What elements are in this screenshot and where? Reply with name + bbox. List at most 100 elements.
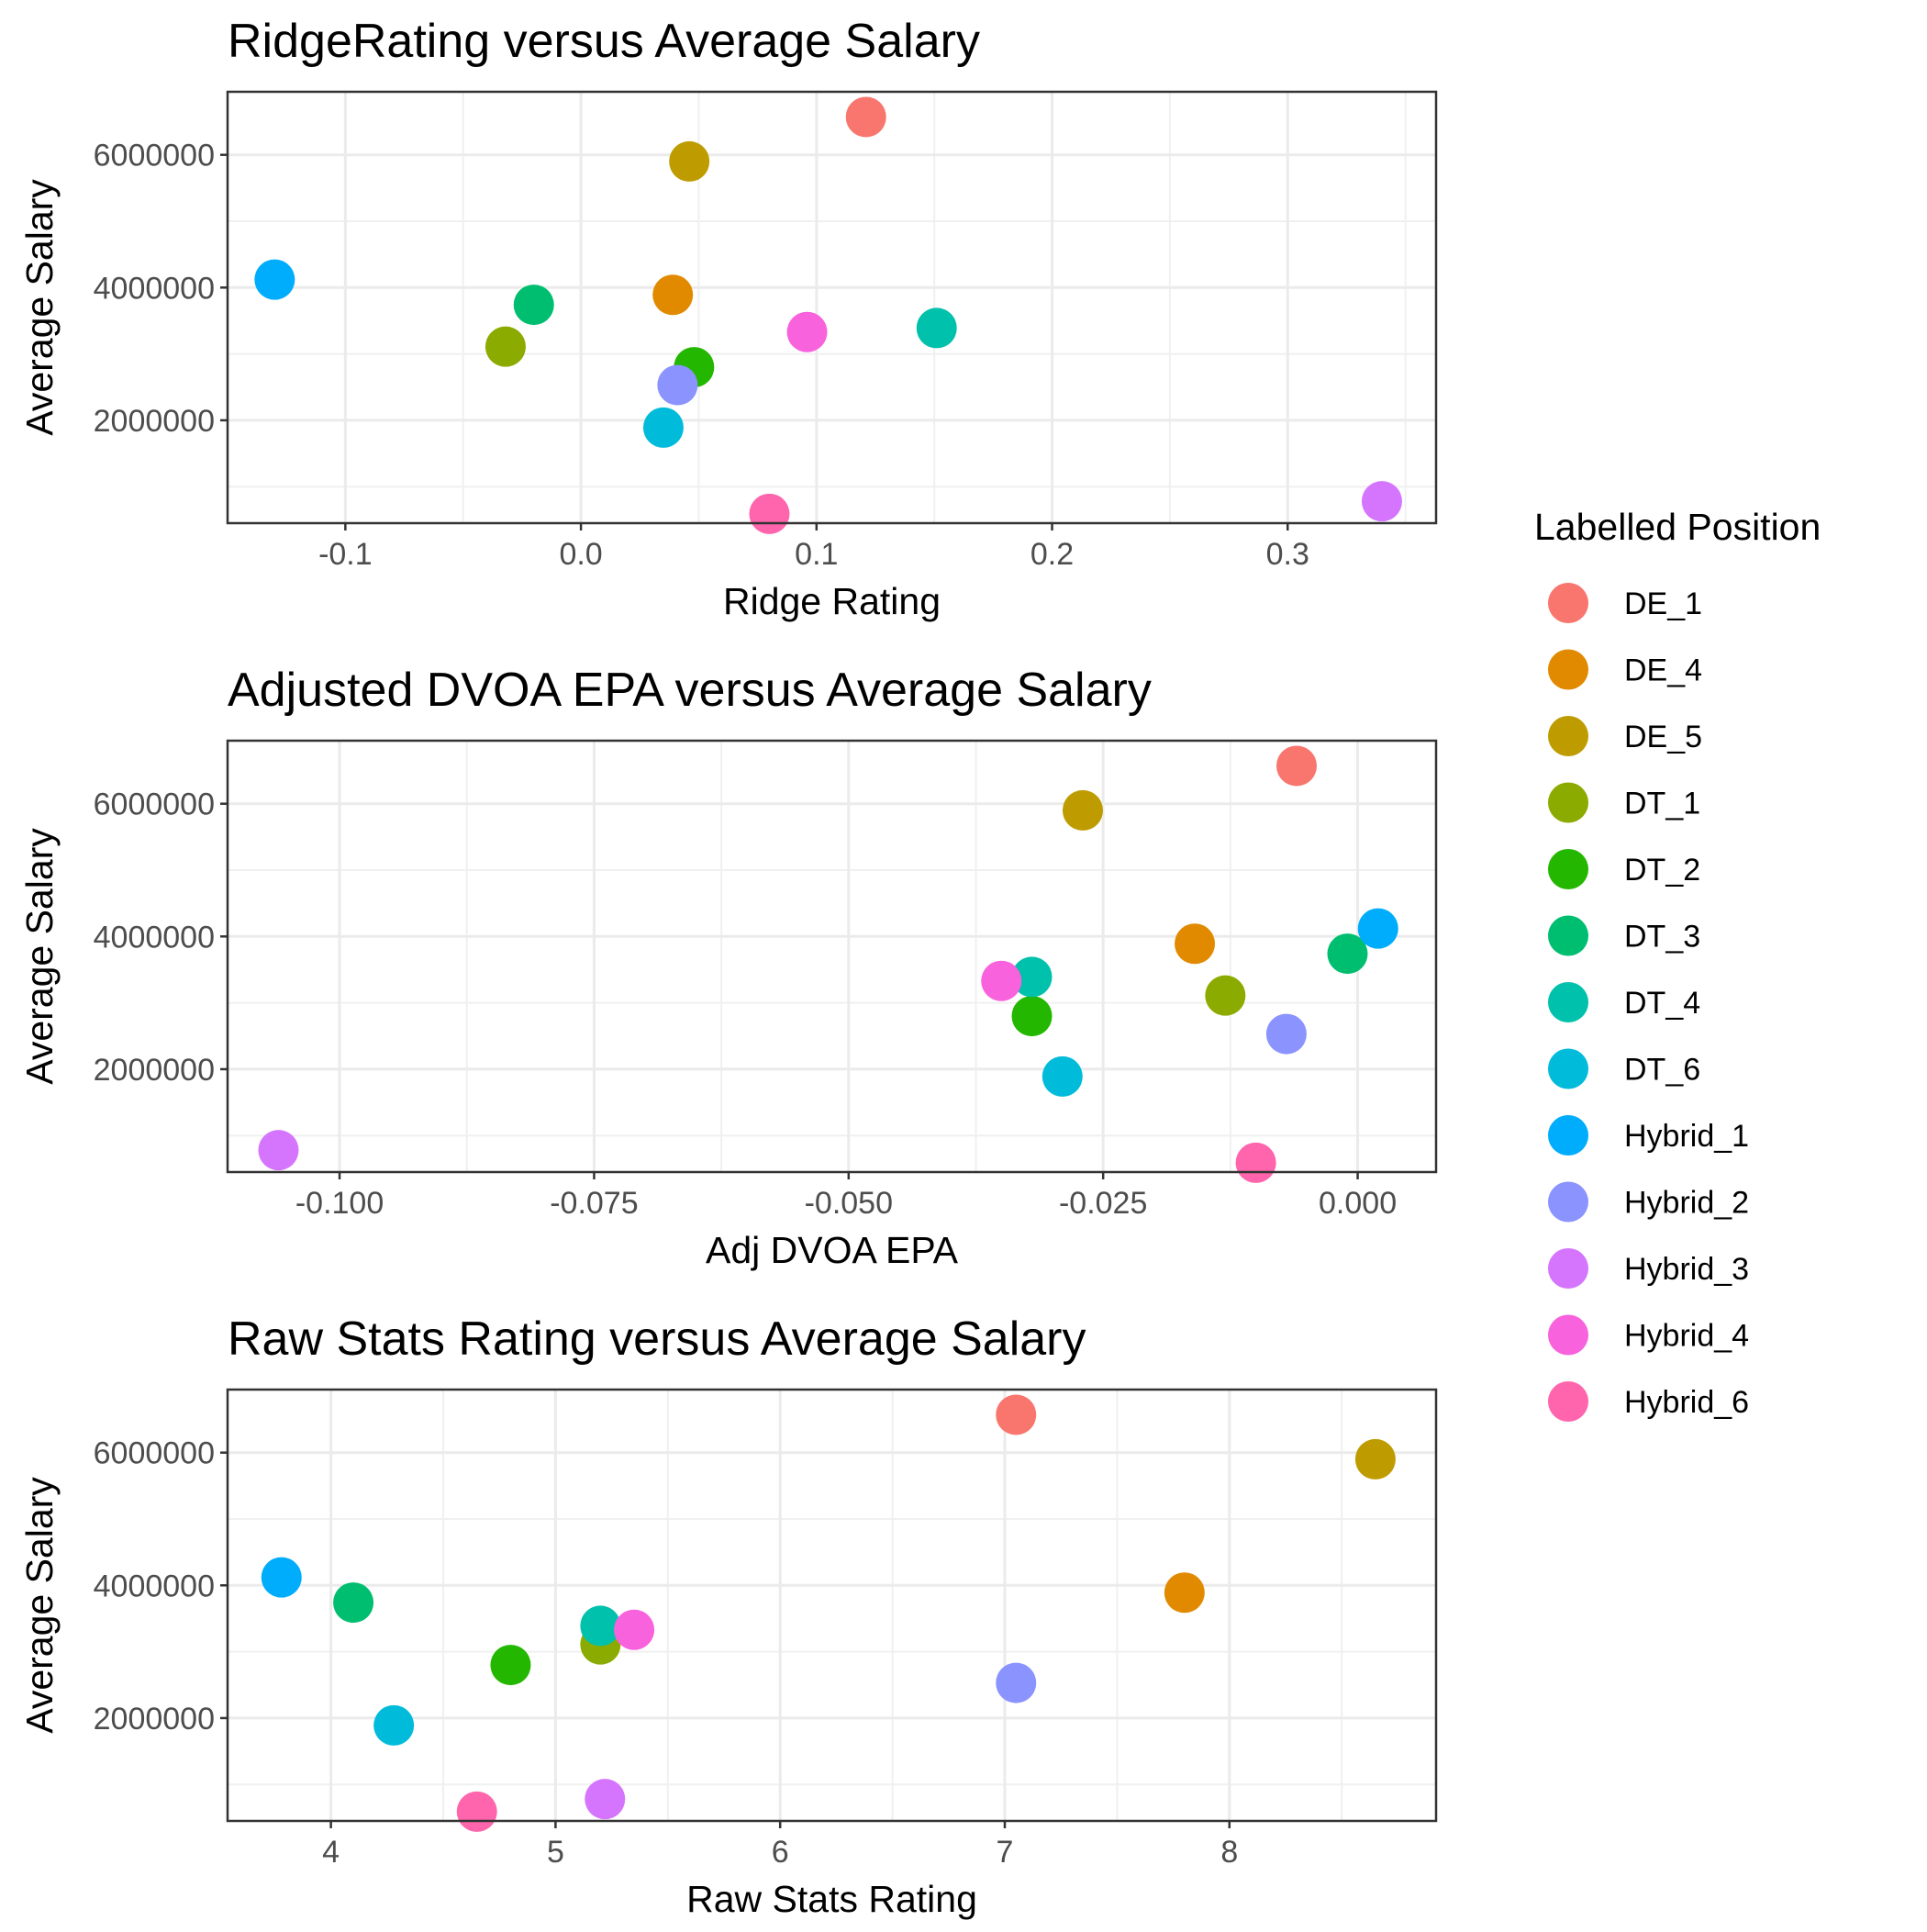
x-tick-label: 0.2 [1030, 537, 1074, 572]
legend-key [1548, 782, 1588, 823]
legend-label: DT_3 [1624, 920, 1700, 955]
data-point [996, 1662, 1037, 1703]
data-point [749, 493, 790, 534]
legend-label: DT_1 [1624, 787, 1700, 821]
legend-title: Labelled Position [1534, 506, 1821, 548]
data-point [456, 1791, 497, 1832]
plot-background [228, 741, 1436, 1172]
y-tick-label: 6000000 [94, 1436, 215, 1471]
plot-background [228, 92, 1436, 523]
data-point [1275, 745, 1317, 787]
x-tick-label: 4 [322, 1835, 340, 1870]
data-point [1235, 1142, 1276, 1183]
y-axis-label: Average Salary [18, 179, 61, 436]
data-point [254, 259, 295, 300]
legend-label: DE_1 [1624, 586, 1702, 621]
data-point [1265, 1013, 1307, 1055]
x-tick-label: -0.050 [805, 1186, 893, 1221]
x-tick-label: -0.025 [1059, 1186, 1147, 1221]
chart-panel-3: Raw Stats Rating versus Average Salary 4 5… [18, 1312, 1438, 1920]
legend-item: DE_5 [1548, 716, 1702, 756]
legend-item: DT_6 [1548, 1048, 1700, 1089]
legend-item: DT_1 [1548, 782, 1700, 823]
x-axis-label: Adj DVOA EPA [706, 1229, 959, 1271]
data-point [490, 1645, 531, 1686]
x-tick-label: 0.0 [559, 537, 602, 572]
legend-item: DT_4 [1548, 982, 1700, 1022]
legend-label: Hybrid_1 [1624, 1119, 1749, 1154]
y-tick-label: 2000000 [94, 404, 215, 439]
legend-key [1548, 849, 1588, 889]
legend-key [1548, 982, 1588, 1022]
legend-key [1548, 583, 1588, 623]
legend-item: DT_3 [1548, 915, 1700, 956]
y-tick-label: 6000000 [94, 787, 215, 822]
x-tick-label: 0.3 [1266, 537, 1309, 572]
legend: Labelled Position DE_1 DE_4 DE_5 DT_1 DT_2 DT_… [1534, 506, 1821, 1422]
data-point [333, 1582, 374, 1624]
chart-panel-2: Adjusted DVOA EPA versus Average Salary -… [18, 664, 1438, 1271]
chart-title: RidgeRating versus Average Salary [228, 15, 980, 68]
data-point [261, 1557, 302, 1598]
x-tick-label: 0.000 [1319, 1186, 1397, 1221]
y-axis-label: Average Salary [18, 828, 61, 1085]
x-tick-label: -0.100 [295, 1186, 384, 1221]
data-point [657, 364, 698, 406]
chart-panel-1: RidgeRating versus Average Salary -0.1 0.0… [18, 15, 1438, 622]
legend-item: DE_1 [1548, 583, 1702, 623]
x-tick-label: 7 [997, 1835, 1014, 1870]
x-tick-label: -0.075 [550, 1186, 638, 1221]
data-point [258, 1130, 299, 1171]
data-point [1011, 996, 1053, 1037]
legend-item: Hybrid_4 [1548, 1314, 1749, 1356]
x-tick-label: 8 [1220, 1835, 1238, 1870]
data-point [786, 311, 828, 352]
y-tick-label: 4000000 [94, 920, 215, 955]
y-tick-label: 6000000 [94, 139, 215, 173]
y-tick-label: 2000000 [94, 1702, 215, 1737]
data-point [1175, 923, 1216, 965]
data-point [845, 96, 886, 138]
legend-label: DT_4 [1624, 986, 1700, 1021]
legend-key [1548, 1048, 1588, 1089]
legend-key [1548, 915, 1588, 956]
data-point [1327, 933, 1368, 975]
legend-label: Hybrid_6 [1624, 1385, 1749, 1420]
y-tick-label: 4000000 [94, 271, 215, 306]
data-point [981, 960, 1022, 1001]
x-tick-label: 5 [547, 1835, 564, 1870]
legend-item: DT_2 [1548, 849, 1700, 889]
plot-border [226, 739, 1438, 1174]
data-point [1062, 789, 1103, 831]
data-point [642, 407, 684, 448]
legend-key [1548, 1314, 1588, 1356]
x-tick-label: -0.1 [318, 537, 373, 572]
data-point [1205, 975, 1246, 1016]
data-point [614, 1609, 655, 1650]
legend-label: Hybrid_2 [1624, 1186, 1749, 1221]
y-axis-label: Average Salary [18, 1477, 61, 1734]
data-point [1357, 908, 1398, 949]
data-point [669, 140, 710, 182]
legend-label: DE_5 [1624, 720, 1702, 754]
legend-key [1548, 1115, 1588, 1156]
data-point [373, 1704, 415, 1746]
legend-key [1548, 1248, 1588, 1289]
x-tick-label: 6 [772, 1835, 789, 1870]
legend-key [1548, 649, 1588, 690]
data-point [1011, 956, 1053, 998]
legend-label: DT_2 [1624, 853, 1700, 888]
legend-key [1548, 1181, 1588, 1223]
y-tick-label: 4000000 [94, 1569, 215, 1603]
data-point [485, 326, 526, 367]
legend-label: Hybrid_4 [1624, 1319, 1749, 1354]
data-point [1361, 481, 1402, 522]
data-point [652, 274, 694, 316]
plot-border [226, 90, 1438, 525]
data-point [513, 285, 554, 326]
plot-border [226, 1388, 1438, 1823]
legend-item: DE_4 [1548, 649, 1702, 690]
legend-item: Hybrid_2 [1548, 1181, 1749, 1223]
